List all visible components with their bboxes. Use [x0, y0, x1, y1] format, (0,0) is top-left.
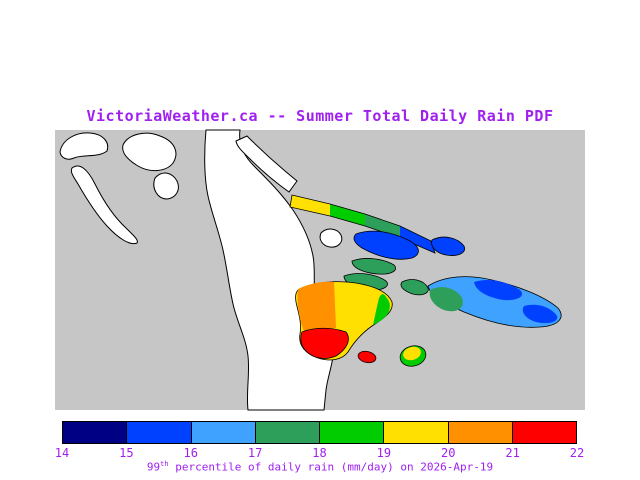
rain-region	[365, 214, 400, 238]
rain-region	[300, 327, 349, 359]
colorbar-segment	[255, 422, 320, 443]
colorbar-tick: 18	[312, 446, 327, 460]
colorbar-caption: 99th percentile of daily rain (mm/day) o…	[0, 460, 640, 474]
colorbar-segment	[448, 422, 513, 443]
colorbar-tick: 20	[441, 446, 456, 460]
land-area	[59, 132, 109, 160]
caption-text: percentile of daily rain (mm/day) on 202…	[168, 460, 494, 474]
rain-region	[373, 294, 390, 325]
colorbar-segment	[384, 422, 449, 443]
caption-value: 99	[146, 460, 161, 474]
colorbar-tick: 14	[54, 446, 70, 460]
rain-region	[290, 195, 330, 216]
shore-strip	[235, 135, 298, 193]
colorbar-tick: 19	[376, 446, 392, 460]
caption-superscript: th	[160, 460, 169, 468]
colorbar-segment	[191, 422, 256, 443]
rain-region	[400, 226, 435, 253]
rain-region	[403, 346, 421, 361]
colorbar-tick: 16	[183, 446, 198, 460]
land-area	[122, 132, 177, 171]
rain-region	[431, 236, 465, 256]
colorbar-segment	[320, 422, 385, 443]
chart-title: VictoriaWeather.ca -- Summer Total Daily…	[86, 107, 554, 125]
inlet-strip	[70, 165, 138, 245]
rain-region	[474, 279, 523, 301]
rain-region	[522, 304, 558, 324]
colorbar-tick: 21	[505, 446, 520, 460]
rain-region	[297, 281, 336, 334]
colorbar-segment	[127, 422, 192, 443]
rain-region	[400, 279, 429, 296]
islet	[319, 228, 343, 248]
colorbar-tick: 15	[119, 446, 134, 460]
rain-region	[353, 230, 419, 260]
rain-region	[351, 258, 396, 275]
colorbar-tick: 22	[569, 446, 585, 460]
rain-region	[330, 204, 365, 226]
rain-region	[429, 287, 463, 312]
land-area	[153, 172, 179, 200]
rain-region	[357, 350, 377, 364]
colorbar-ticks: 14 15 16 17 18 19 20 21 22	[55, 446, 584, 460]
colorbar-tick: 17	[247, 446, 263, 460]
island-outline	[289, 194, 436, 254]
colorbar	[62, 421, 577, 444]
colorbar-segment	[63, 422, 128, 443]
colorbar-segment	[512, 422, 576, 443]
